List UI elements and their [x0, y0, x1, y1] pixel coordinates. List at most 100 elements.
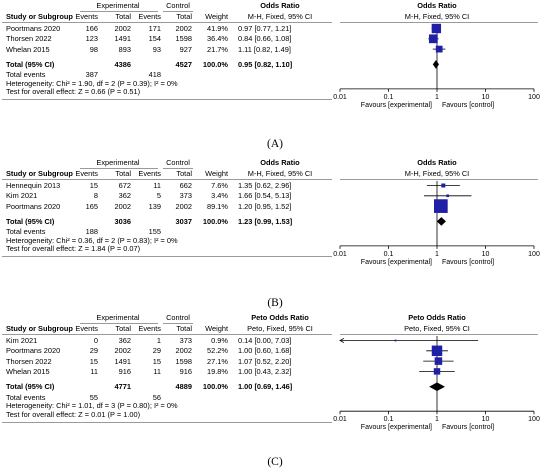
ci-arrow	[339, 337, 345, 344]
exp-total-cell: 362	[118, 336, 131, 345]
weight-cell: 7.6%	[211, 181, 228, 190]
exp-total-header: Total	[115, 12, 131, 21]
ctl-total-cell: 927	[179, 44, 192, 54]
ctl-events-header: Events	[138, 169, 161, 178]
heterogeneity-text: Heterogeneity: Chi² = 1.01, df = 3 (P = …	[6, 401, 178, 410]
x-tick-label: 1	[435, 94, 439, 101]
plot-method-header: Peto, Fixed, 95% CI	[404, 324, 470, 333]
exp-total-header: Total	[115, 324, 131, 333]
study-column-header: Study or Subgroup	[6, 12, 73, 21]
exp-total-cell: 2002	[114, 346, 131, 356]
total-ci: 1.23 [0.99, 1.53]	[238, 216, 293, 226]
panel-caption: (B)	[267, 297, 283, 309]
pooled-diamond	[432, 60, 440, 69]
plot-method-header: M-H, Fixed, 95% CI	[404, 169, 470, 178]
x-tick-label: 0.1	[384, 251, 394, 258]
ctl-total-header: Total	[176, 169, 192, 178]
study-name: Poortmans 2020	[6, 346, 61, 356]
x-tick-label: 100	[528, 94, 540, 101]
separator-line	[340, 21, 538, 23]
study-marker	[434, 357, 443, 365]
total-weight: 100.0%	[202, 59, 228, 69]
plot-method-header: M-H, Fixed, 95% CI	[404, 12, 470, 21]
overall-effect-text: Test for overall effect: Z = 0.01 (P = 1…	[6, 409, 141, 419]
ctl-events-cell: 29	[152, 346, 161, 356]
exp-events-cell: 165	[85, 201, 98, 211]
favours-right-label: Favours [control]	[442, 424, 494, 431]
study-name: Thorsen 2022	[6, 34, 52, 44]
exp-events-header: Events	[75, 324, 98, 333]
ctl-events-header: Events	[138, 324, 161, 333]
exp-events-cell: 15	[89, 356, 98, 366]
study-column-header: Study or Subgroup	[6, 169, 73, 178]
total-events-label: Total events	[6, 70, 46, 80]
study-name: Poortmans 2020	[6, 201, 61, 211]
weight-cell: 19.8%	[207, 366, 228, 376]
study-marker	[446, 194, 450, 198]
ctl-total-header: Total	[176, 12, 192, 21]
separator-line	[2, 178, 332, 180]
study-name: Kim 2021	[6, 191, 38, 201]
ctl-events-cell: 11	[153, 366, 161, 376]
ctl-events-cell: 93	[152, 44, 161, 54]
ctl-total-header: Total	[176, 324, 192, 333]
ctl-total-sum: 4889	[175, 382, 192, 392]
study-name: Whelan 2015	[6, 44, 50, 54]
odds-ratio-ci-cell: 1.35 [0.62, 2.96]	[238, 181, 292, 190]
forest-plot-area: 0.01 0.1 1 10 100 Favours [experimental] Favou…	[333, 181, 540, 266]
odds-ratio-ci-cell: 0.97 [0.77, 1.21]	[238, 24, 292, 33]
experimental-group-header: Experimental	[96, 313, 140, 322]
x-tick-label: 10	[482, 416, 490, 423]
separator-line	[80, 10, 158, 12]
odds-ratio-column-title: Odds Ratio	[260, 1, 300, 10]
exp-total-sum: 4386	[114, 59, 131, 69]
ctl-total-cell: 662	[179, 181, 192, 190]
odds-ratio-ci-cell: 0.14 [0.00, 7.03]	[238, 336, 292, 345]
exp-total-cell: 2002	[114, 201, 131, 211]
exp-total-cell: 672	[118, 181, 131, 190]
forest-panel-c: Experimental Control Peto Odds Ratio Peto O…	[0, 314, 550, 472]
exp-total-cell: 916	[118, 366, 131, 376]
panel-caption: (A)	[267, 138, 283, 150]
study-name: Hennequin 2013	[6, 181, 61, 190]
exp-events-header: Events	[75, 169, 98, 178]
x-tick-label: 0.01	[333, 94, 347, 101]
odds-ratio-ci-cell: 1.11 [0.82, 1.49]	[238, 44, 291, 54]
exp-total-header: Total	[115, 169, 131, 178]
odds-ratio-ci-cell: 0.84 [0.66, 1.08]	[238, 34, 292, 44]
favours-right-label: Favours [control]	[442, 102, 494, 109]
x-tick-label: 0.01	[333, 416, 347, 423]
or-method-header: Peto, Fixed, 95% CI	[247, 324, 313, 333]
odds-ratio-ci-cell: 1.00 [0.43, 2.32]	[238, 366, 292, 376]
x-tick-label: 0.1	[384, 416, 394, 423]
weight-cell: 0.9%	[211, 336, 228, 345]
separator-line	[163, 10, 193, 12]
exp-events-cell: 11	[90, 366, 98, 376]
x-tick-label: 100	[528, 251, 540, 258]
odds-ratio-ci-cell: 1.07 [0.52, 2.20]	[238, 356, 292, 366]
ctl-total-sum: 4527	[175, 59, 192, 69]
forest-plot-area: 0.01 0.1 1 10 100 Favours [experimental] Favou…	[333, 23, 540, 109]
forest-plot-area: 0.01 0.1 1 10 100 Favours [experimental] Favou…	[333, 336, 540, 431]
total-label: Total (95% CI)	[6, 382, 55, 392]
separator-line	[340, 333, 538, 335]
study-name: Kim 2021	[6, 336, 38, 345]
total-events-exp: 387	[85, 70, 98, 80]
plot-title: Odds Ratio	[417, 158, 457, 167]
total-ci: 1.00 [0.69, 1.46]	[238, 382, 293, 392]
control-group-header: Control	[166, 158, 190, 167]
favours-left-label: Favours [experimental]	[361, 424, 432, 431]
study-name: Whelan 2015	[6, 366, 50, 376]
study-name: Poortmans 2020	[6, 24, 61, 33]
study-marker	[441, 183, 446, 188]
exp-events-cell: 166	[85, 24, 98, 33]
study-marker	[435, 45, 443, 53]
exp-total-sum: 3036	[114, 216, 131, 226]
odds-ratio-ci-cell: 1.20 [0.95, 1.52]	[238, 201, 292, 211]
total-events-exp: 55	[89, 392, 98, 402]
separator-line	[163, 322, 193, 324]
ctl-total-cell: 1598	[175, 34, 192, 44]
favours-right-label: Favours [control]	[442, 259, 494, 266]
ctl-events-header: Events	[138, 12, 161, 21]
favours-left-label: Favours [experimental]	[361, 259, 432, 266]
